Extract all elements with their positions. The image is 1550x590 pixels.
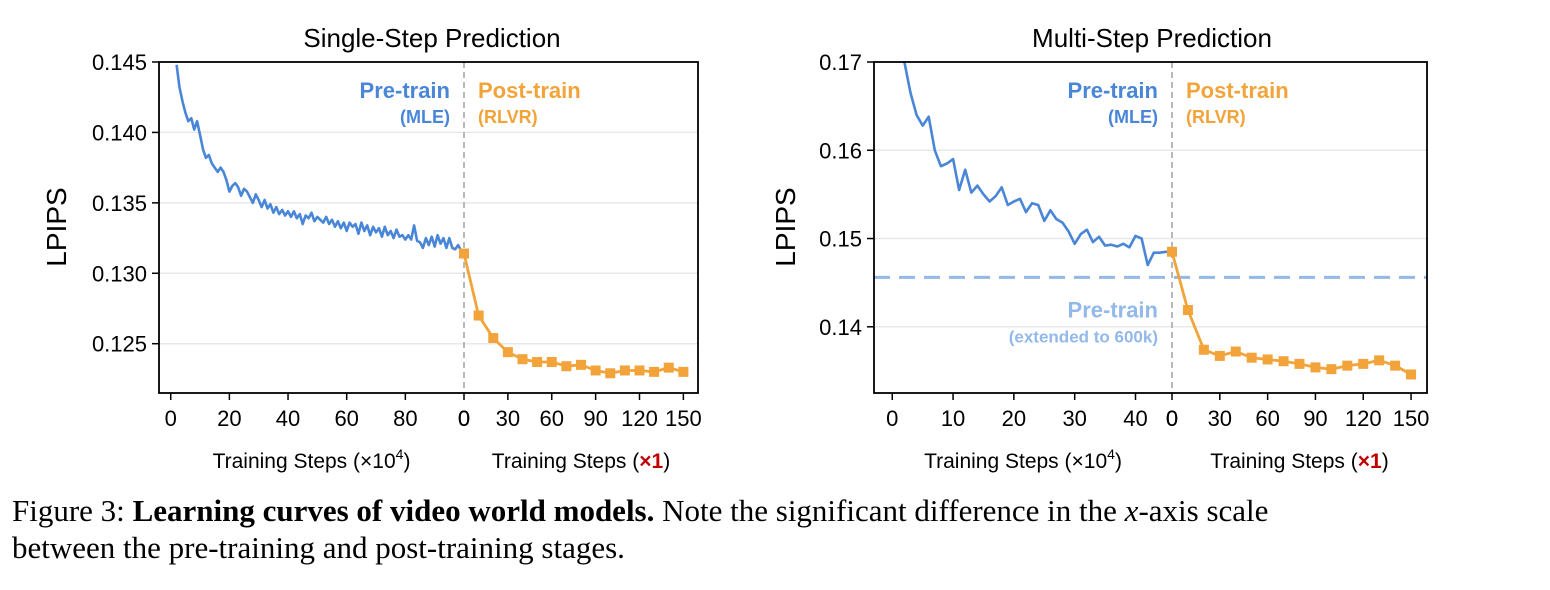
caption-text: -axis scale: [1138, 493, 1269, 528]
x-tick-label: 40: [276, 406, 300, 431]
y-tick-label: 0.135: [92, 191, 147, 216]
post-train-point: [473, 310, 484, 321]
plot-frame: [873, 61, 1428, 394]
x-tick-label: 150: [1393, 406, 1430, 431]
post-train-point: [1390, 360, 1401, 371]
y-tick-label: 0.17: [819, 50, 862, 75]
post-train-x-axis-label: Training Steps (×1): [1210, 450, 1388, 473]
post-train-x-axis-label: Training Steps (×1): [492, 450, 670, 473]
chart-title: Multi-Step Prediction: [1032, 23, 1272, 53]
x-tick-label: 150: [665, 406, 702, 431]
x-tick-label: 30: [1208, 406, 1232, 431]
post-train-point: [1342, 360, 1353, 371]
pre-train-label: Pre-train: [1068, 78, 1158, 103]
x-tick-label: 0: [1166, 406, 1178, 431]
post-train-point: [619, 365, 630, 376]
y-tick-label: 0.15: [819, 227, 862, 252]
pre-train-label: Pre-train: [360, 78, 450, 103]
pre-train-sublabel: (MLE): [1108, 107, 1158, 127]
x-tick-label: 0: [1166, 406, 1178, 431]
post-train-label: Post-train: [1186, 78, 1289, 103]
post-train-point: [605, 368, 616, 379]
post-train-point: [576, 359, 586, 370]
post-train-point: [1326, 364, 1337, 375]
x-tick-label: 0: [458, 406, 470, 431]
x-tick-label: 60: [540, 406, 564, 431]
post-train-point: [1358, 358, 1369, 369]
post-train-point: [634, 365, 645, 376]
post-train-point: [649, 366, 660, 377]
post-train-point: [678, 366, 689, 377]
post-train-label: Post-train: [478, 78, 581, 103]
x-tick-label: 20: [217, 406, 241, 431]
post-train-point: [1214, 350, 1225, 361]
pre-train-x-axis-label: Training Steps (×104): [213, 446, 411, 473]
post-train-point: [1278, 356, 1289, 367]
caption-text: Note the significant difference in the: [654, 493, 1125, 528]
y-tick-label: 0.125: [92, 332, 147, 357]
post-train-point: [561, 361, 572, 372]
caption-title: Learning curves of video world models.: [132, 493, 655, 528]
x-tick-label: 60: [1255, 406, 1279, 431]
pre-train-series-line: [903, 61, 1172, 267]
post-train-point: [517, 354, 528, 365]
x-tick-label: 40: [1123, 406, 1147, 431]
pre-train-sublabel: (MLE): [400, 107, 450, 127]
y-axis-label: LPIPS: [41, 187, 72, 266]
post-train-point: [502, 347, 513, 358]
x-tick-label: 120: [621, 406, 658, 431]
post-train-point: [1310, 362, 1321, 373]
x-tick-label: 60: [334, 406, 358, 431]
single-step-chart: Single-Step Prediction LPIPS 0.125 0.130 0…: [41, 23, 702, 473]
post-train-point: [1182, 305, 1193, 316]
caption-line2: between the pre-training and post-traini…: [12, 530, 625, 565]
post-train-series-line: [1170, 251, 1412, 376]
x-tick-label: 10: [941, 406, 965, 431]
y-tick-label: 0.130: [92, 261, 147, 286]
post-train-point: [663, 362, 674, 373]
y-axis-label: LPIPS: [770, 187, 801, 266]
post-train-series-line: [462, 253, 684, 375]
post-train-point: [1294, 358, 1305, 369]
x-tick-label: 30: [496, 406, 520, 431]
x-tick-label: 20: [1002, 406, 1026, 431]
x-tick-label: 0: [886, 406, 898, 431]
plot-frame: [158, 61, 699, 394]
x-tick-label: 120: [1345, 406, 1382, 431]
chart-title: Single-Step Prediction: [303, 23, 560, 53]
x-tick-label: 90: [583, 406, 607, 431]
reference-label: Pre-train: [1068, 297, 1158, 322]
post-train-sublabel: (RLVR): [1186, 107, 1246, 127]
figure-caption: Figure 3: Learning curves of video world…: [12, 492, 1542, 566]
post-train-point: [590, 365, 601, 376]
multi-step-chart: Multi-Step Prediction LPIPS 0.14 0.15 0.16…: [770, 23, 1429, 473]
post-train-point: [1230, 346, 1241, 357]
y-tick-label: 0.140: [92, 120, 147, 145]
post-train-point: [532, 357, 543, 368]
y-tick-label: 0.16: [819, 138, 862, 163]
y-tick-label: 0.145: [92, 50, 147, 75]
post-train-sublabel: (RLVR): [478, 107, 538, 127]
post-train-point: [1406, 369, 1417, 380]
caption-prefix: Figure 3:: [12, 493, 133, 528]
post-train-point: [1198, 344, 1209, 355]
x-tick-label: 30: [1062, 406, 1086, 431]
post-train-point: [1246, 352, 1257, 363]
post-train-point: [459, 248, 469, 259]
x-tick-label: 90: [1303, 406, 1327, 431]
post-train-point: [1262, 354, 1273, 365]
post-train-point: [1374, 355, 1385, 366]
post-train-point: [546, 357, 557, 368]
pre-train-x-axis-label: Training Steps (×104): [924, 446, 1122, 473]
caption-math: x: [1124, 493, 1139, 528]
x-tick-label: 0: [165, 406, 177, 431]
x-tick-label: 80: [393, 406, 417, 431]
post-train-point: [1167, 246, 1177, 257]
figure: Single-Step Prediction LPIPS 0.125 0.130 0…: [41, 23, 1429, 473]
reference-sublabel: (extended to 600k): [1009, 327, 1158, 346]
pre-train-series-line: [175, 64, 465, 255]
y-tick-label: 0.14: [819, 315, 862, 340]
x-tick-label: 0: [458, 406, 470, 431]
post-train-point: [488, 333, 499, 344]
